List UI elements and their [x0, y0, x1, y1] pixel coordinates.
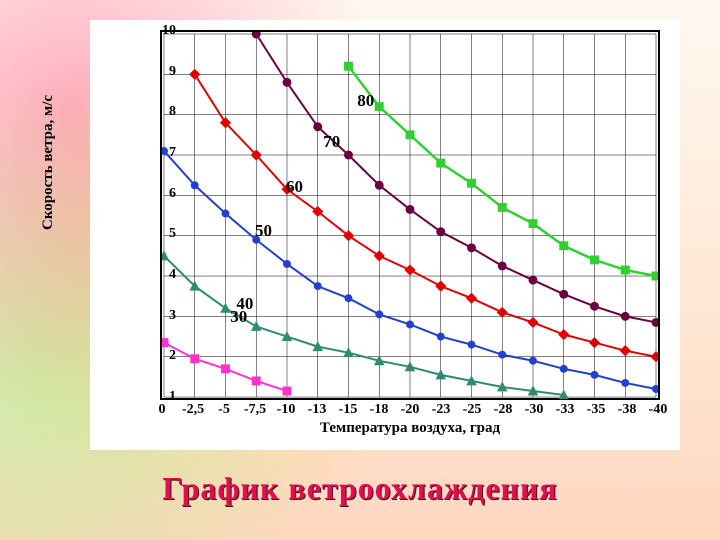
- series-label-80: 80: [357, 91, 374, 111]
- x-axis-label: Температура воздуха, град: [160, 420, 660, 437]
- x-tick: -2,5: [178, 402, 208, 418]
- chart-area: Скорость ветра, м/с Температура воздуха,…: [90, 20, 680, 450]
- y-tick: 2: [136, 348, 176, 364]
- x-tick: -23: [426, 402, 456, 418]
- x-tick: -18: [364, 402, 394, 418]
- x-tick: -30: [519, 402, 549, 418]
- x-tick: -38: [612, 402, 642, 418]
- y-tick: 6: [136, 186, 176, 202]
- x-tick: -7,5: [240, 402, 270, 418]
- y-tick: 3: [136, 308, 176, 324]
- x-tick: -28: [488, 402, 518, 418]
- chart-title: График ветроохлаждения: [0, 470, 720, 507]
- y-axis-label: Скорость ветра, м/с: [40, 95, 57, 230]
- y-tick: 5: [136, 226, 176, 242]
- x-tick: -15: [333, 402, 363, 418]
- x-tick: -20: [395, 402, 425, 418]
- plot-svg: [162, 32, 658, 399]
- series-label-70: 70: [323, 132, 340, 152]
- x-tick: -25: [457, 402, 487, 418]
- x-tick: -5: [209, 402, 239, 418]
- x-tick: 0: [147, 402, 177, 418]
- y-tick: 10: [136, 23, 176, 39]
- plot-region: [160, 30, 660, 400]
- series-label-50: 50: [255, 221, 272, 241]
- y-tick: 4: [136, 267, 176, 283]
- series-label-60: 60: [286, 177, 303, 197]
- x-tick: -33: [550, 402, 580, 418]
- x-tick: -35: [581, 402, 611, 418]
- series-label-40: 40: [236, 294, 253, 314]
- x-tick: -13: [302, 402, 332, 418]
- y-tick: 8: [136, 104, 176, 120]
- y-tick: 7: [136, 145, 176, 161]
- y-tick: 9: [136, 64, 176, 80]
- x-tick: -40: [643, 402, 673, 418]
- x-tick: -10: [271, 402, 301, 418]
